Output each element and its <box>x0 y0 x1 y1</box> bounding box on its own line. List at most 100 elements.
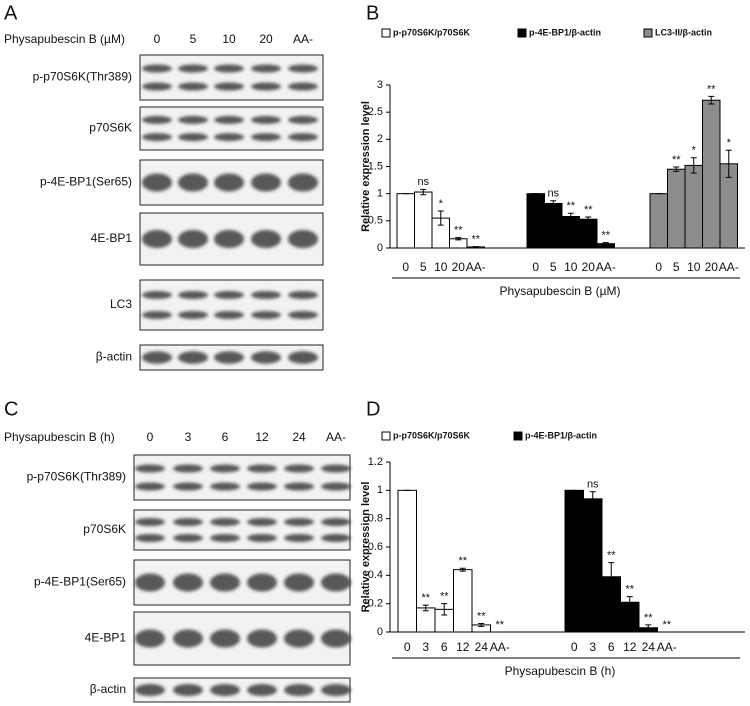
lane-label: 3 <box>185 430 192 444</box>
y-tick-label: 0.8 <box>368 513 383 525</box>
significance-label: ** <box>707 83 716 95</box>
x-tick-label: 0 <box>571 640 578 654</box>
significance-label: ns <box>417 176 429 188</box>
blot-band <box>251 64 281 73</box>
blot-label: 4E-BP1 <box>91 231 133 245</box>
blot-band <box>142 173 172 192</box>
error-bar <box>441 603 448 616</box>
x-tick-label: 0 <box>655 260 662 274</box>
blot-band <box>288 173 318 192</box>
error-bar <box>645 624 652 632</box>
blot-band <box>142 291 172 299</box>
blot-band <box>251 291 281 299</box>
significance-label: ** <box>454 225 463 237</box>
legend-swatch <box>381 28 391 38</box>
x-tick-label: AA- <box>657 640 677 654</box>
legend-swatch <box>381 431 391 441</box>
blot-band <box>247 464 277 473</box>
error-bar <box>690 157 697 174</box>
x-tick-label: 3 <box>589 640 596 654</box>
x-tick-label: 10 <box>434 260 448 274</box>
blot-band <box>321 534 351 542</box>
error-bar <box>708 95 715 105</box>
significance-label: ** <box>601 229 610 241</box>
blot-band <box>210 684 240 696</box>
error-bar <box>459 567 466 572</box>
blot-label: β-actin <box>96 350 132 364</box>
x-tick-label: 24 <box>642 640 656 654</box>
blot-band <box>178 351 208 364</box>
x-tick-label: AA- <box>596 260 616 274</box>
legend-swatch <box>643 28 653 38</box>
blot-band <box>321 573 351 592</box>
y-tick-label: 1 <box>377 188 383 200</box>
y-tick-label: 2.5 <box>368 106 383 118</box>
significance-label: * <box>439 198 444 210</box>
blot-band <box>173 518 203 526</box>
lane-label: 10 <box>222 32 236 46</box>
blot-band <box>135 534 165 542</box>
blot-label: p-p70S6K(Thr389) <box>27 470 126 484</box>
significance-label: ** <box>477 610 486 622</box>
blot-band <box>178 230 208 248</box>
blot-band <box>178 64 208 73</box>
blot-label: p-4E-BP1(Ser65) <box>34 575 126 589</box>
panel-letter: B <box>366 2 379 24</box>
blot-band <box>142 311 172 319</box>
blot-band <box>142 133 172 142</box>
bar <box>397 489 417 633</box>
significance-label: ** <box>495 619 504 631</box>
blot-band <box>173 482 203 491</box>
blot-band <box>284 534 314 542</box>
lane-label: 6 <box>222 430 229 444</box>
lane-label: 12 <box>255 430 269 444</box>
error-bar <box>478 623 485 627</box>
blot-frame <box>133 611 351 666</box>
lane-label: 0 <box>147 430 154 444</box>
blot-band <box>288 115 318 124</box>
legend-label: p-p70S6K/p70S6K <box>393 430 471 440</box>
error-bar <box>420 188 427 196</box>
y-axis-title: Relative expression level <box>360 101 372 232</box>
legend-swatch <box>513 431 523 441</box>
x-tick-label: 12 <box>456 640 470 654</box>
significance-label: ** <box>584 204 593 216</box>
x-tick-label: 5 <box>673 260 680 274</box>
treatment-label: Physapubescin B (µM) <box>4 32 125 46</box>
blot-band <box>251 311 281 319</box>
blot-band <box>173 629 203 648</box>
blot-band <box>284 629 314 648</box>
x-tick-label: 0 <box>532 260 539 274</box>
blot-band <box>321 629 351 648</box>
blot-band <box>288 133 318 142</box>
significance-label: ns <box>587 479 599 491</box>
blot-band <box>142 115 172 124</box>
x-tick-label: 0 <box>404 640 411 654</box>
blot-band <box>247 534 277 542</box>
blot-label: β-actin <box>90 682 126 696</box>
lane-label: 5 <box>190 32 197 46</box>
blot-band <box>288 64 318 73</box>
blot-frame <box>139 54 324 101</box>
blot-band <box>288 311 318 319</box>
bar <box>544 202 563 249</box>
y-tick-label: 3 <box>377 79 383 91</box>
y-tick-label: 0.4 <box>368 569 383 581</box>
x-tick-label: 10 <box>687 260 701 274</box>
x-tick-label: 20 <box>582 260 596 274</box>
significance-label: ** <box>440 591 449 603</box>
legend-label: p-p70S6K/p70S6K <box>393 27 471 37</box>
blot-band <box>247 518 277 526</box>
blot-band <box>178 115 208 124</box>
blot-band <box>142 230 172 248</box>
blot-band <box>142 82 172 91</box>
blot-band <box>214 311 244 319</box>
y-tick-label: 0 <box>377 626 383 638</box>
blot-label: p70S6K <box>89 121 132 135</box>
blot-frame <box>133 677 351 703</box>
lane-label: 24 <box>292 430 306 444</box>
x-tick-label: 20 <box>705 260 719 274</box>
x-tick-label: 20 <box>452 260 466 274</box>
blot-band <box>247 629 277 648</box>
